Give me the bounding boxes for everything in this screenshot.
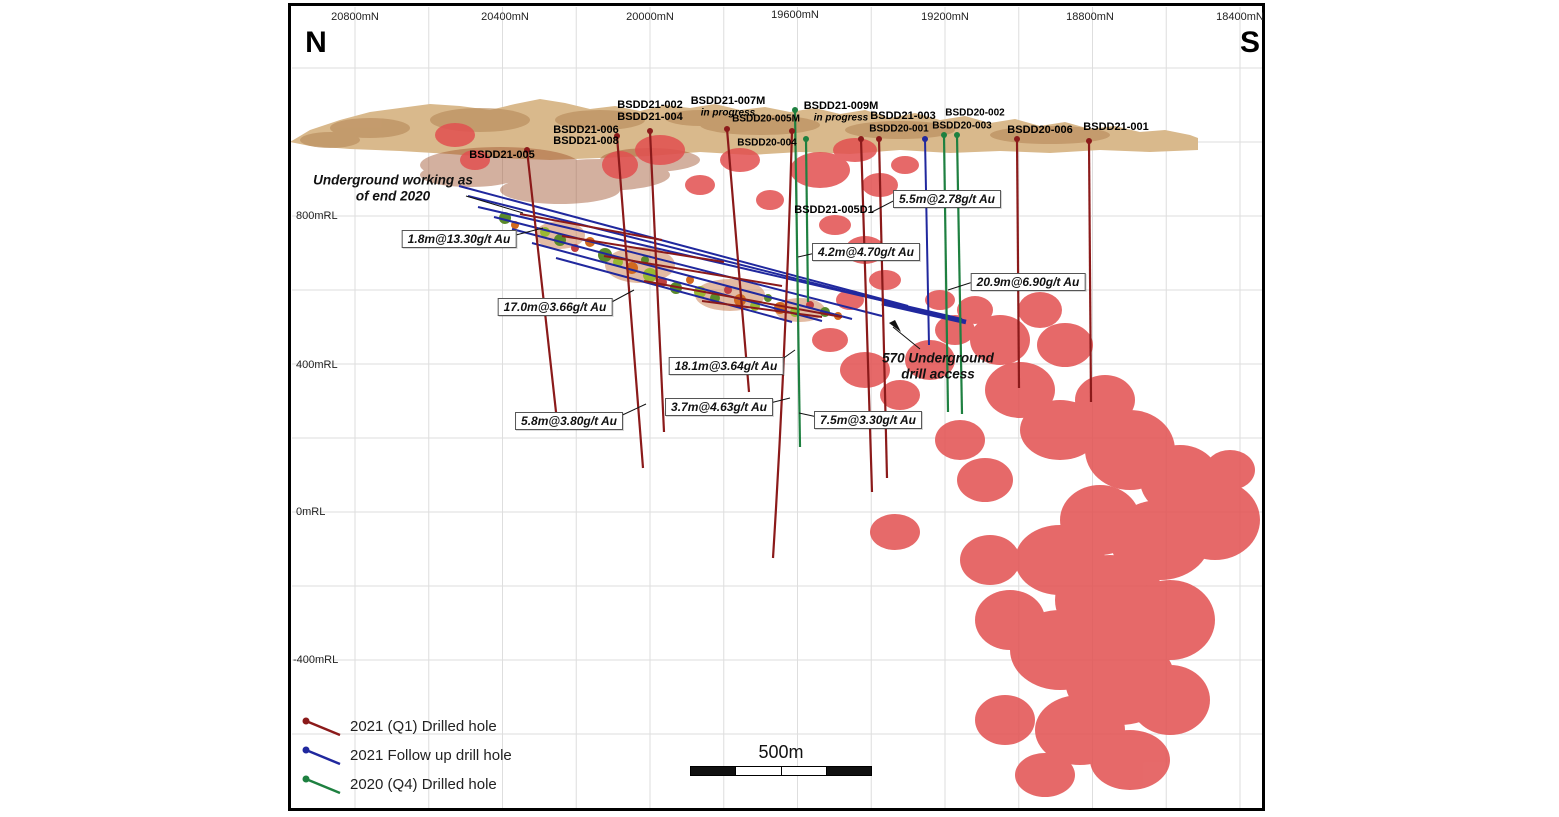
drill-hole-label: BSDD21-001 [1083, 121, 1149, 133]
northing-tick: 20000mN [626, 11, 674, 23]
drill-access-arrowhead [889, 320, 901, 332]
drill-hole-label: BSDD20-006 [1007, 124, 1073, 136]
legend-item: 2021 Follow up drill hole [300, 741, 512, 770]
drill-hole-status: in progress [700, 107, 756, 119]
legend-label: 2020 (Q4) Drilled hole [350, 776, 497, 793]
scale-bar-graphic [690, 766, 872, 776]
underground-drill-segments [519, 213, 843, 318]
drill-hole-status: in progress [813, 112, 869, 124]
drill-hole-label: BSDD21-002 [617, 99, 683, 111]
northing-tick: 19200mN [921, 11, 969, 23]
scale-bar-label: 500m [758, 742, 804, 762]
assay-annotation: 20.9m@6.90g/t Au [970, 273, 1086, 291]
drill-access-note-line1: 570 Underground [882, 350, 994, 366]
drill-trace-symbol-icon [302, 746, 341, 765]
elevation-tick: 400mRL [296, 359, 338, 371]
q4-2020-drill-traces [793, 109, 964, 448]
scale-bar-segment [691, 767, 736, 775]
assay-annotation: 7.5m@3.30g/t Au [814, 411, 922, 429]
mineralization-shells [435, 123, 1260, 797]
elevation-tick: 800mRL [296, 210, 338, 222]
drill-hole-label: BSDD20-003 [932, 120, 992, 132]
assay-annotation: 5.5m@2.78g/t Au [893, 190, 1001, 208]
assay-annotation: 17.0m@3.66g/t Au [497, 298, 613, 316]
elevation-tick: 0mRL [296, 506, 326, 518]
drill-trace-symbol-icon [302, 717, 341, 736]
drill-hole-label: BSDD21-003 [870, 110, 936, 122]
north-label: N [305, 26, 327, 59]
drill-hole-label: BSDD20-004 [737, 137, 797, 149]
assay-annotation: 1.8m@13.30g/t Au [401, 230, 517, 248]
underground-working-note-line2: of end 2020 [355, 188, 431, 204]
elevation-tick: -400mRL [293, 654, 339, 666]
scale-bar-segment [780, 767, 826, 775]
terrain-surface [290, 99, 1198, 204]
drill-hole-label: BSDD20-001 [869, 123, 929, 135]
northing-tick: 19600mN [771, 9, 819, 21]
assay-annotation: 4.2m@4.70g/t Au [812, 243, 920, 261]
legend-item: 2021 (Q1) Drilled hole [300, 712, 512, 741]
legend-item: 2020 (Q4) Drilled hole [300, 770, 512, 799]
assay-annotation: 3.7m@4.63g/t Au [665, 398, 773, 416]
scale-bar-segment [825, 767, 871, 775]
south-label: S [1239, 26, 1261, 59]
drill-hole-label: BSDD21-006 [553, 124, 619, 136]
legend-label: 2021 (Q1) Drilled hole [350, 718, 497, 735]
legend-label: 2021 Follow up drill hole [350, 747, 512, 764]
drill-hole-label: BSDD20-002 [945, 107, 1005, 119]
drill-access-note-line2: drill access [901, 366, 975, 382]
drill-hole-label: BSDD21-005 [469, 149, 535, 161]
drill-hole-label: BSDD21-008 [553, 135, 619, 147]
drill-hole-label: BSDD21-005D1 [794, 204, 874, 216]
northing-tick: 18400mN [1216, 11, 1264, 23]
drill-hole-label: BSDD21-009M [803, 100, 879, 112]
drill-hole-label: BSDD21-004 [617, 111, 683, 123]
drill-hole-label: BSDD20-005M [732, 113, 800, 125]
drill-trace-symbol-icon [302, 775, 341, 794]
northing-tick: 20800mN [331, 11, 379, 23]
drill-hole-label: BSDD21-007M [690, 95, 766, 107]
northing-tick: 18800mN [1066, 11, 1114, 23]
underground-working-note-line1: Underground working as [313, 172, 473, 188]
scale-bar-segment [735, 767, 781, 775]
northing-tick: 20400mN [481, 11, 529, 23]
drill-collar-dots [524, 107, 1092, 153]
scale-bar: 500m [690, 742, 872, 776]
assay-annotation: 5.8m@3.80g/t Au [515, 412, 623, 430]
legend: 2021 (Q1) Drilled hole 2021 Follow up dr… [300, 712, 512, 799]
assay-annotation: 18.1m@3.64g/t Au [668, 357, 784, 375]
